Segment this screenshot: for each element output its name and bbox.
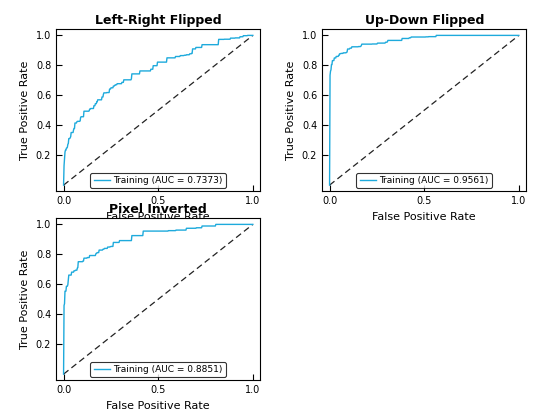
Y-axis label: True Positive Rate: True Positive Rate [286, 60, 296, 160]
Title: Up-Down Flipped: Up-Down Flipped [365, 14, 484, 27]
Y-axis label: True Positive Rate: True Positive Rate [20, 249, 30, 349]
X-axis label: False Positive Rate: False Positive Rate [106, 401, 210, 410]
Title: Left-Right Flipped: Left-Right Flipped [95, 14, 222, 27]
X-axis label: False Positive Rate: False Positive Rate [372, 212, 476, 221]
Title: Pixel Inverted: Pixel Inverted [109, 203, 207, 216]
Y-axis label: True Positive Rate: True Positive Rate [20, 60, 30, 160]
Legend: Training (AUC = 0.8851): Training (AUC = 0.8851) [90, 362, 226, 377]
X-axis label: False Positive Rate: False Positive Rate [106, 212, 210, 221]
Legend: Training (AUC = 0.7373): Training (AUC = 0.7373) [90, 173, 226, 188]
Legend: Training (AUC = 0.9561): Training (AUC = 0.9561) [356, 173, 492, 188]
